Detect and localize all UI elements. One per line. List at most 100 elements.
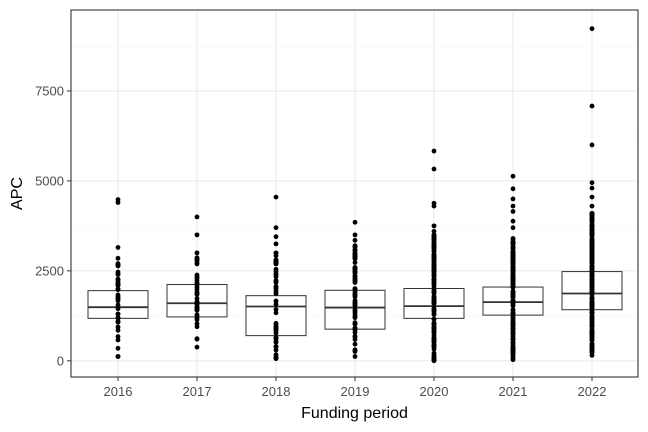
- data-point-2020: [431, 343, 437, 349]
- x-tick-label-2016: 2016: [104, 384, 133, 399]
- data-point-2016: [115, 337, 121, 343]
- data-point-2019: [352, 329, 358, 335]
- data-point-2018: [273, 234, 279, 240]
- data-point-2022: [589, 194, 595, 200]
- data-point-2018: [273, 241, 279, 247]
- data-point-2021: [510, 331, 516, 337]
- data-point-2021: [510, 294, 516, 300]
- data-point-2021: [510, 315, 516, 321]
- data-point-2021: [510, 250, 516, 255]
- data-point-2016: [115, 276, 121, 282]
- x-axis-title: Funding period: [301, 405, 408, 422]
- x-tick-label-2017: 2017: [183, 384, 212, 399]
- data-point-2021: [510, 196, 516, 202]
- data-point-2017: [194, 261, 200, 267]
- y-axis-ticks: 0 2500 5000 7500: [35, 83, 71, 368]
- data-point-2020: [431, 316, 437, 322]
- data-point-2018: [273, 307, 279, 312]
- data-point-2021: [510, 310, 516, 316]
- data-point-2016: [115, 269, 121, 275]
- x-tick-label-2021: 2021: [499, 384, 528, 399]
- data-point-2022: [589, 319, 595, 325]
- data-point-2022: [589, 273, 595, 278]
- data-point-2018: [273, 225, 279, 231]
- data-point-2019: [352, 260, 358, 265]
- data-point-2018: [273, 284, 279, 289]
- data-point-2016: [115, 245, 121, 250]
- data-point-2020: [431, 290, 437, 295]
- data-point-2022: [589, 26, 595, 32]
- data-point-2017: [194, 250, 200, 256]
- data-point-2018: [273, 310, 279, 316]
- data-point-2020: [431, 309, 437, 314]
- data-point-2022: [589, 230, 595, 236]
- data-point-2017: [194, 284, 200, 290]
- data-point-2020: [431, 200, 437, 206]
- data-point-2019: [352, 349, 358, 354]
- data-point-2021: [510, 272, 516, 278]
- data-point-2020: [431, 238, 437, 243]
- data-point-2016: [115, 298, 121, 304]
- data-point-2022: [589, 268, 595, 274]
- data-point-2018: [273, 259, 279, 265]
- data-point-2022: [589, 296, 595, 302]
- data-point-2020: [431, 273, 437, 279]
- data-point-2018: [273, 321, 279, 327]
- data-point-2021: [510, 266, 516, 272]
- data-point-2022: [589, 344, 595, 349]
- data-point-2016: [115, 324, 121, 330]
- data-point-2021: [510, 325, 516, 331]
- data-point-2020: [431, 336, 437, 342]
- data-point-2021: [510, 225, 516, 231]
- x-tick-label-2018: 2018: [262, 384, 291, 399]
- data-point-2017: [194, 315, 200, 321]
- data-point-2019: [352, 251, 358, 257]
- data-point-2017: [194, 274, 200, 280]
- data-point-2019: [352, 354, 358, 359]
- data-point-2019: [352, 291, 358, 297]
- data-point-2022: [589, 103, 595, 109]
- data-point-2018: [273, 339, 279, 344]
- data-point-2018: [273, 352, 279, 358]
- data-point-2017: [194, 307, 200, 313]
- data-point-2019: [352, 265, 358, 270]
- data-point-2020: [431, 252, 437, 258]
- data-point-2019: [352, 247, 358, 252]
- data-point-2022: [589, 328, 595, 333]
- data-point-2022: [589, 239, 595, 244]
- data-point-2022: [589, 185, 595, 191]
- data-point-2016: [115, 334, 121, 340]
- data-point-2019: [352, 307, 358, 313]
- data-point-2019: [352, 333, 358, 339]
- data-point-2017: [194, 255, 200, 261]
- data-point-2019: [352, 269, 358, 275]
- data-point-2018: [273, 298, 279, 304]
- data-point-2017: [194, 280, 200, 286]
- data-point-2022: [589, 210, 595, 216]
- data-point-2016: [115, 282, 121, 288]
- data-point-2021: [510, 236, 516, 241]
- y-axis-title: APC: [9, 177, 26, 210]
- y-tick-label: 0: [57, 353, 64, 368]
- data-point-2021: [510, 173, 516, 179]
- data-point-2020: [431, 300, 437, 306]
- data-point-2022: [589, 224, 595, 230]
- data-point-2019: [352, 237, 358, 243]
- data-point-2017: [194, 324, 200, 330]
- data-point-2022: [589, 353, 595, 358]
- data-point-2022: [589, 258, 595, 264]
- data-point-2022: [589, 313, 595, 319]
- data-point-2021: [510, 349, 516, 354]
- data-point-2021: [510, 275, 516, 281]
- data-point-2017: [194, 232, 200, 238]
- data-point-2019: [352, 315, 358, 321]
- data-point-2018: [273, 356, 279, 362]
- data-point-2016: [115, 302, 121, 308]
- x-tick-label-2022: 2022: [578, 384, 607, 399]
- data-point-2019: [352, 288, 358, 294]
- data-point-2017: [194, 291, 200, 297]
- data-point-2018: [273, 291, 279, 296]
- data-point-2016: [115, 319, 121, 325]
- x-tick-label-2020: 2020: [420, 384, 449, 399]
